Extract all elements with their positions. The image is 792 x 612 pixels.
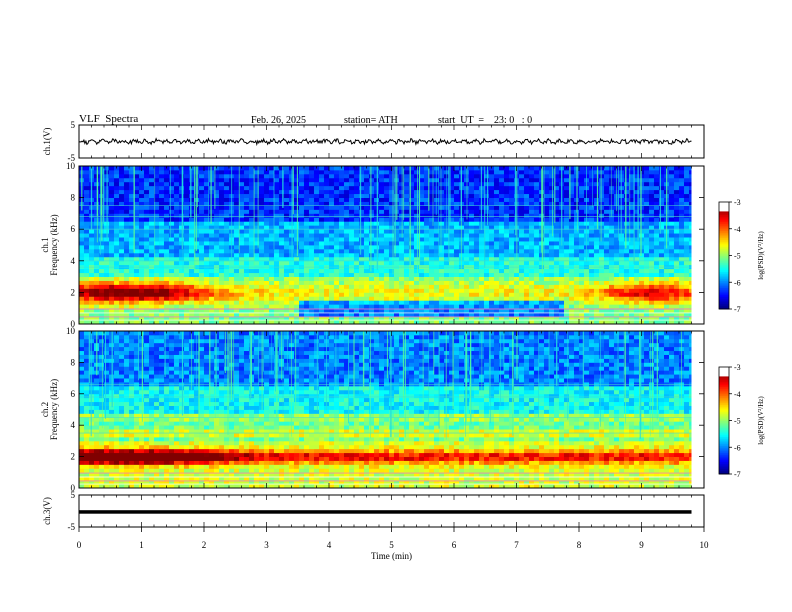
y-tick-label: 5 (71, 490, 76, 500)
y-tick-label: 10 (66, 161, 76, 171)
y-tick-label: 8 (71, 357, 76, 367)
colorbar-tick-label: -4 (734, 390, 741, 399)
x-tick-label: 10 (700, 540, 710, 550)
y-axis-label: Frequency (kHz) (49, 214, 59, 275)
colorbar-tick-label: -3 (734, 198, 741, 207)
x-tick-label: 0 (77, 540, 82, 550)
y-axis-label: ch.2 (40, 402, 50, 417)
ch3-waveform (79, 510, 692, 514)
station-label: station= ATH (344, 115, 398, 126)
x-tick-label: 2 (202, 540, 207, 550)
ch2-spectrogram (79, 331, 705, 489)
x-tick-label: 3 (264, 540, 269, 550)
x-tick-label: 1 (139, 540, 144, 550)
x-tick-label: 8 (577, 540, 582, 550)
y-tick-label: 2 (71, 452, 76, 462)
date-label: Feb. 26, 2025 (251, 115, 306, 126)
colorbar-tick-label: -7 (734, 305, 741, 314)
colorbar-tick-label: -6 (734, 278, 741, 287)
colorbar-tick-label: -3 (734, 363, 741, 372)
colorbar-tick-label: -5 (734, 252, 741, 261)
colorbar-tick-label: -5 (734, 417, 741, 426)
x-tick-label: 5 (389, 540, 394, 550)
y-tick-label: 5 (71, 120, 76, 130)
y-tick-label: 4 (71, 256, 76, 266)
y-tick-label: 4 (71, 420, 76, 430)
colorbar-label: log(PSD)(V²/Hz) (757, 396, 765, 445)
y-tick-label: 0 (71, 319, 76, 329)
y-tick-label: 8 (71, 193, 76, 203)
y-tick-label: 2 (71, 287, 76, 297)
colorbar-label: log(PSD)(V²/Hz) (757, 231, 765, 280)
y-tick-label: -5 (68, 153, 76, 163)
x-axis-label: Time (min) (371, 551, 412, 561)
y-axis-label: Frequency (kHz) (49, 379, 59, 440)
y-axis-label: ch.1(V) (42, 128, 52, 156)
y-tick-label: 6 (71, 389, 76, 399)
y-tick-label: 10 (66, 326, 76, 336)
y-axis-label: ch.3(V) (42, 497, 52, 525)
x-tick-label: 7 (514, 540, 519, 550)
y-axis-label: ch.1 (40, 237, 50, 252)
colorbar-tick-label: -4 (734, 225, 741, 234)
y-tick-label: 6 (71, 224, 76, 234)
colorbar-tick-label: -6 (734, 443, 741, 452)
x-tick-label: 4 (327, 540, 332, 550)
ch1-waveform (78, 137, 692, 147)
chart-title: VLF Spectra (79, 113, 139, 125)
x-tick-label: 9 (639, 540, 644, 550)
y-tick-label: 0 (71, 483, 76, 493)
ch1-spectrogram (79, 166, 705, 325)
start-time-label: start UT = 23: 0 : 0 (438, 115, 533, 126)
x-tick-label: 6 (452, 540, 457, 550)
colorbar-tick-label: -7 (734, 470, 741, 479)
y-tick-label: -5 (68, 522, 76, 532)
